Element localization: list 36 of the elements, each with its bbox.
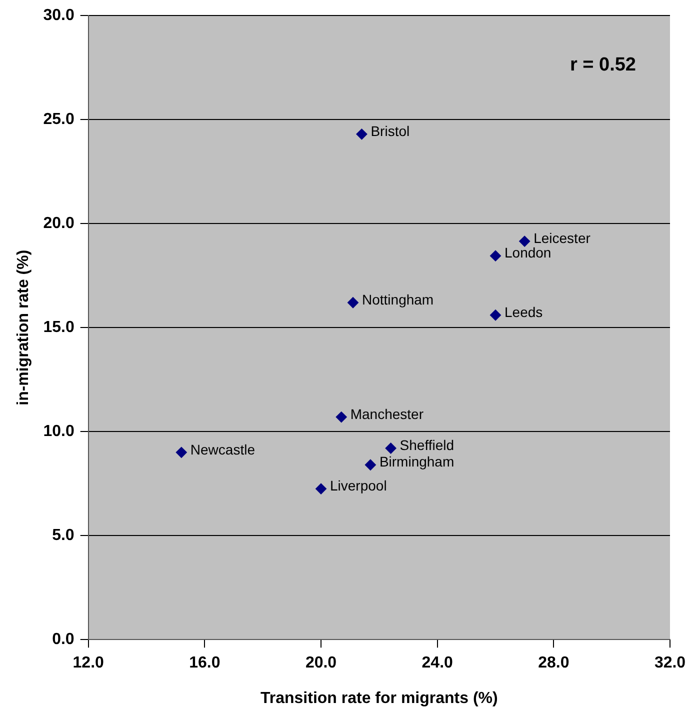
annotation: London xyxy=(504,244,552,261)
annotation: Bristol xyxy=(370,123,410,140)
point xyxy=(176,446,187,458)
annotation: Nottingham xyxy=(362,292,434,308)
y-tick-label: 30.0 xyxy=(43,7,74,24)
y-tick-label: 0.0 xyxy=(52,631,74,648)
annotation: Leicester xyxy=(534,230,591,246)
annotation: r = 0.52 xyxy=(570,54,636,76)
y-tick-label: 25.0 xyxy=(43,111,74,128)
point xyxy=(356,128,368,140)
y-tick-label: 20.0 xyxy=(43,215,74,232)
point xyxy=(519,236,530,247)
annotation: Newcastle xyxy=(190,441,256,458)
x-tick-label: 20.0 xyxy=(305,654,337,672)
annotation: Sheffield xyxy=(400,437,454,454)
annotation: Liverpool xyxy=(330,478,387,494)
y-tick-label: 10.0 xyxy=(43,423,74,440)
x-tick-label: 12.0 xyxy=(72,654,104,672)
point xyxy=(490,250,501,262)
x-tick-label: 16.0 xyxy=(189,654,220,672)
annotation: Birmingham xyxy=(379,454,454,470)
x-tick-label: 28.0 xyxy=(538,654,570,672)
point xyxy=(385,442,396,454)
y-tick-label: 5.0 xyxy=(52,527,74,544)
annotation: Leeds xyxy=(504,304,543,320)
point xyxy=(336,412,347,423)
point xyxy=(347,297,358,308)
annotation: Manchester xyxy=(350,406,424,422)
y-axis-title: in-migration rate (%) xyxy=(15,250,32,406)
point xyxy=(364,459,376,470)
x-tick-label: 24.0 xyxy=(422,654,454,672)
point xyxy=(316,483,327,494)
x-axis-title: Transition rate for migrants (%) xyxy=(260,690,498,707)
point xyxy=(490,310,501,321)
x-tick-label: 32.0 xyxy=(654,654,686,672)
y-tick-label: 15.0 xyxy=(43,319,74,336)
